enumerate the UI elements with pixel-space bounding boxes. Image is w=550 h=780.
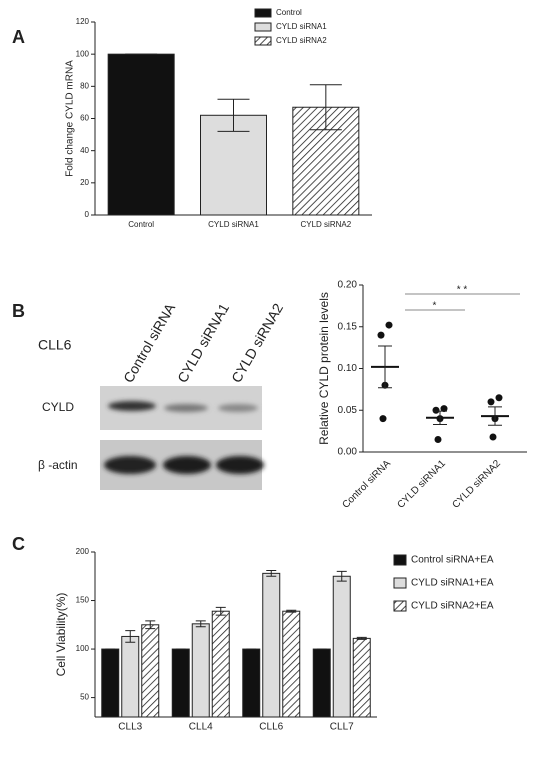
data-point xyxy=(432,406,440,414)
y-tick-label: 0.00 xyxy=(338,447,358,458)
error-bar xyxy=(125,630,136,643)
legend-label: Control xyxy=(276,8,302,17)
bar xyxy=(121,635,140,718)
data-point xyxy=(495,394,503,402)
legend-label: CYLD siRNA2 xyxy=(276,36,327,45)
legend-label: CYLD siRNA2+EA xyxy=(411,601,494,612)
blot-row: CYLD xyxy=(42,400,74,414)
lane-label: CYLD siRNA1 xyxy=(174,300,232,385)
significance-label: * * xyxy=(457,285,468,296)
bar xyxy=(242,648,261,718)
legend-swatch xyxy=(393,600,407,612)
bar xyxy=(171,648,190,718)
bar xyxy=(191,623,210,718)
y-tick-label: 20 xyxy=(80,178,89,187)
error-bar xyxy=(145,620,156,630)
bar xyxy=(332,575,351,718)
error-bar xyxy=(336,570,347,582)
bar xyxy=(282,610,301,718)
data-point xyxy=(489,433,497,441)
y-tick-label: 60 xyxy=(80,114,89,123)
bar xyxy=(292,106,360,216)
y-axis-label: Relative CYLD protein levels xyxy=(317,292,331,445)
data-point xyxy=(379,415,387,423)
x-tick-label: CYLD siRNA2 xyxy=(450,458,503,511)
panel-label: C xyxy=(12,534,25,554)
error-bar xyxy=(356,636,367,640)
error-bar xyxy=(266,569,277,577)
data-point xyxy=(434,435,442,443)
blot-row: β -actin xyxy=(38,458,78,472)
legend-swatch xyxy=(393,577,407,589)
data-point xyxy=(377,331,385,339)
y-tick-label: 200 xyxy=(76,547,90,556)
y-tick-label: 0.15 xyxy=(338,321,358,332)
y-axis-label: Fold change CYLD mRNA xyxy=(65,60,76,177)
error-bar xyxy=(286,609,297,613)
y-tick-label: 50 xyxy=(80,693,89,702)
panel-label: B xyxy=(12,301,25,321)
x-tick-label: CLL3 xyxy=(118,722,142,733)
y-tick-label: 0.20 xyxy=(338,280,358,291)
x-tick-label: CLL6 xyxy=(259,722,283,733)
y-tick-label: 100 xyxy=(76,49,90,58)
blot-title: CLL6 xyxy=(38,337,72,353)
legend-label: CYLD siRNA1+EA xyxy=(411,578,494,589)
data-point xyxy=(487,398,495,406)
lane-label: Control siRNA xyxy=(120,300,179,385)
legend-label: CYLD siRNA1 xyxy=(276,22,327,31)
y-tick-label: 40 xyxy=(80,146,89,155)
y-tick-label: 0.05 xyxy=(338,405,358,416)
error-bar xyxy=(215,606,226,616)
y-axis-label: Cell Viability(%) xyxy=(54,593,68,677)
bar xyxy=(107,53,175,216)
bar xyxy=(262,572,281,718)
panel-label: A xyxy=(12,27,25,47)
legend-swatch xyxy=(254,36,272,46)
y-tick-label: 0 xyxy=(85,210,90,219)
data-point xyxy=(440,405,448,413)
data-point xyxy=(385,321,393,329)
bar xyxy=(141,624,160,718)
x-tick-label: Control siRNA xyxy=(340,458,393,511)
bar xyxy=(101,648,120,718)
y-tick-label: 100 xyxy=(76,644,90,653)
bar xyxy=(312,648,331,718)
x-tick-label: CLL7 xyxy=(330,722,354,733)
error-bar xyxy=(488,406,502,426)
significance-label: * xyxy=(433,301,437,312)
x-tick-label: CYLD siRNA2 xyxy=(300,220,351,229)
legend-label: Control siRNA+EA xyxy=(411,555,494,566)
bar xyxy=(352,637,371,718)
x-tick-label: Control xyxy=(128,220,154,229)
error-bar xyxy=(378,345,392,389)
blot-image xyxy=(100,386,264,490)
y-tick-label: 120 xyxy=(76,17,90,26)
legend-swatch xyxy=(254,22,272,32)
y-tick-label: 80 xyxy=(80,81,89,90)
error-bar xyxy=(217,98,250,132)
error-bar xyxy=(433,410,447,425)
y-tick-label: 150 xyxy=(76,596,90,605)
error-bar xyxy=(195,620,206,628)
x-tick-label: CLL4 xyxy=(189,722,213,733)
lane-label: CYLD siRNA2 xyxy=(228,300,286,385)
legend-swatch xyxy=(254,8,272,18)
bar xyxy=(211,610,230,718)
bar xyxy=(200,114,267,216)
error-bar xyxy=(309,84,342,131)
x-tick-label: CYLD siRNA1 xyxy=(208,220,259,229)
legend-swatch xyxy=(393,554,407,566)
y-tick-label: 0.10 xyxy=(338,363,358,374)
x-tick-label: CYLD siRNA1 xyxy=(395,458,448,511)
